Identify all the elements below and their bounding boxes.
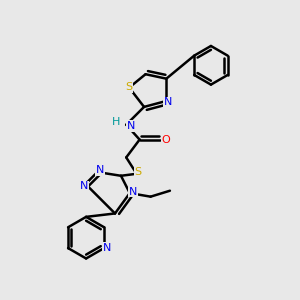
Text: N: N bbox=[103, 243, 111, 253]
Text: S: S bbox=[134, 167, 142, 177]
Text: S: S bbox=[125, 82, 132, 92]
Text: H: H bbox=[112, 117, 120, 128]
Text: N: N bbox=[96, 165, 104, 176]
Text: N: N bbox=[129, 187, 137, 196]
Text: N: N bbox=[80, 182, 89, 191]
Text: O: O bbox=[161, 135, 170, 145]
Text: N: N bbox=[164, 98, 172, 107]
Text: N: N bbox=[127, 121, 135, 131]
